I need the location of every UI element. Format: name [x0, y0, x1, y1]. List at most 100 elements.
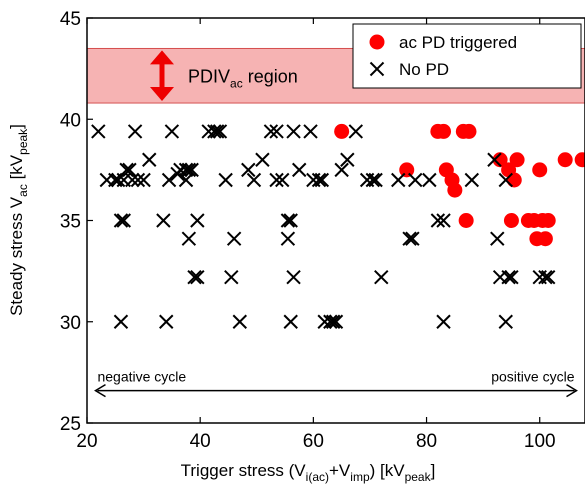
point-no-pd — [430, 213, 446, 228]
legend-label: No PD — [399, 60, 449, 79]
point-no-pd — [224, 269, 239, 285]
y-tick-label: 25 — [60, 414, 81, 435]
positive-cycle-label: positive cycle — [491, 369, 574, 385]
point-no-pd — [275, 172, 290, 188]
axes-layer: negative cycle positive cycle 20 40 60 80 100 2… — [7, 9, 585, 484]
point-no-pd — [218, 172, 233, 188]
y-tick-label: 30 — [60, 313, 81, 334]
point-no-pd — [226, 231, 242, 246]
point-no-pd — [402, 231, 417, 246]
y-tick-label: 45 — [60, 9, 81, 30]
point-ac-pd-triggered — [492, 152, 508, 168]
x-tick-label: 20 — [76, 431, 97, 452]
point-no-pd — [207, 124, 222, 139]
point-no-pd — [181, 162, 197, 178]
point-no-pd — [113, 213, 129, 228]
point-no-pd — [178, 162, 194, 178]
point-no-pd — [283, 213, 298, 228]
point-no-pd — [340, 152, 355, 167]
point-no-pd — [368, 172, 383, 188]
point-no-pd — [190, 269, 205, 285]
point-no-pd — [504, 269, 519, 285]
point-no-pd — [538, 269, 553, 285]
point-ac-pd-triggered — [532, 162, 548, 178]
point-no-pd — [498, 172, 513, 188]
point-no-pd — [314, 172, 330, 188]
point-no-pd — [365, 172, 380, 188]
point-no-pd — [181, 231, 197, 246]
point-no-pd — [280, 213, 296, 228]
point-no-pd — [190, 213, 205, 228]
point-no-pd — [490, 231, 505, 246]
point-no-pd — [408, 172, 423, 188]
region-label: PDIVac region — [188, 67, 298, 91]
point-ac-pd-triggered — [537, 231, 553, 247]
point-no-pd — [255, 152, 270, 167]
point-no-pd — [269, 124, 284, 139]
point-no-pd — [156, 213, 171, 228]
x-axis-label: Trigger stress (Vi(ac)+Vimp) [kVpeak] — [181, 461, 436, 484]
y-tick-label: 40 — [60, 110, 81, 131]
point-no-pd — [325, 314, 341, 329]
point-no-pd — [303, 124, 318, 139]
point-no-pd — [286, 269, 301, 285]
point-no-pd — [283, 314, 298, 329]
point-ac-pd-triggered — [540, 213, 556, 228]
point-no-pd — [487, 152, 502, 167]
point-no-pd — [348, 124, 364, 139]
point-ac-pd-triggered — [506, 172, 522, 188]
point-no-pd — [209, 124, 225, 139]
point-no-pd — [541, 269, 556, 285]
point-no-pd — [241, 162, 256, 178]
point-no-pd — [334, 162, 349, 178]
point-no-pd — [130, 172, 146, 188]
point-no-pd — [127, 124, 143, 139]
point-no-pd — [311, 172, 327, 188]
point-no-pd — [187, 269, 202, 285]
point-ac-pd-triggered — [436, 123, 452, 139]
point-no-pd — [113, 314, 129, 329]
point-no-pd — [263, 124, 279, 139]
point-no-pd — [125, 172, 140, 188]
legend-marker-ac-pd-triggered — [369, 34, 385, 50]
point-ac-pd-triggered — [574, 152, 585, 168]
point-ac-pd-triggered — [447, 182, 463, 198]
x-tick-label: 100 — [524, 431, 556, 452]
point-ac-pd-triggered — [509, 152, 525, 168]
point-no-pd — [159, 314, 174, 329]
negative-cycle-label: negative cycle — [97, 369, 186, 385]
point-no-pd — [391, 172, 406, 188]
legend: ac PD triggered No PD — [352, 23, 582, 89]
point-no-pd — [280, 231, 296, 246]
point-no-pd — [501, 269, 516, 285]
point-no-pd — [323, 314, 338, 329]
point-no-pd — [436, 213, 451, 228]
point-no-pd — [142, 152, 157, 167]
point-ac-pd-triggered — [334, 123, 350, 139]
point-ac-pd-triggered — [503, 213, 519, 228]
legend-marker-no-pd — [369, 61, 385, 77]
x-tick-label: 60 — [303, 431, 324, 452]
point-no-pd — [136, 172, 151, 188]
region-arrow-head-down — [150, 87, 174, 102]
y-tick-label: 35 — [60, 212, 81, 233]
point-no-pd — [286, 124, 301, 139]
point-no-pd — [498, 314, 513, 329]
x-tick-label: 40 — [190, 431, 211, 452]
cycle-arrow-left-head — [94, 383, 106, 398]
point-no-pd — [212, 124, 228, 139]
data-points-layer — [91, 123, 585, 329]
point-ac-pd-triggered — [458, 213, 474, 228]
point-no-pd — [246, 172, 262, 188]
point-no-pd — [232, 314, 248, 329]
point-no-pd — [422, 172, 437, 188]
point-no-pd — [328, 314, 344, 329]
y-axis-label: Steady stress Vac [kVpeak] — [7, 124, 30, 316]
point-no-pd — [405, 231, 420, 246]
point-ac-pd-triggered — [399, 162, 415, 178]
point-no-pd — [269, 172, 284, 188]
x-tick-label: 80 — [416, 431, 437, 452]
point-no-pd — [464, 172, 480, 188]
region-arrow-head-up — [150, 50, 174, 65]
